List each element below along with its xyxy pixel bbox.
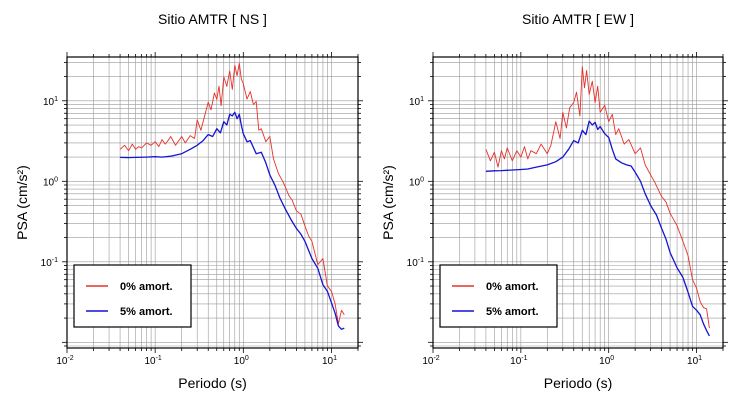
y-tick-exp: 0 (420, 176, 424, 183)
y-tick-exp: 1 (420, 96, 424, 103)
x-tick-label: 10-1 (144, 355, 161, 367)
y-tick-label: 101 (409, 96, 424, 108)
y-tick-base: 10 (41, 258, 53, 269)
y-tick-label: 10-1 (407, 257, 424, 269)
legend-box (73, 264, 192, 328)
series-line-red (485, 66, 710, 329)
x-tick-label: 10-2 (422, 355, 439, 367)
x-axis-label: Periodo (s) (178, 375, 246, 391)
x-tick-base: 10 (510, 356, 522, 367)
x-tick-exp: 0 (610, 355, 614, 362)
y-tick-label: 101 (43, 96, 58, 108)
y-tick-exp: -1 (418, 257, 424, 264)
axis-ticks (62, 52, 363, 353)
x-tick-label: 101 (322, 355, 337, 367)
y-tick-label: 100 (43, 176, 58, 188)
legend-box (439, 264, 558, 328)
legend-label: 5% amort. (486, 306, 539, 318)
axis-ticks (428, 52, 728, 353)
y-tick-base: 10 (409, 97, 421, 108)
x-tick-exp: -1 (156, 355, 162, 362)
y-tick-exp: 0 (54, 176, 58, 183)
x-tick-base: 10 (234, 356, 246, 367)
y-tick-base: 10 (43, 177, 55, 188)
x-tick-exp: 1 (698, 355, 702, 362)
legend-label: 0% amort. (120, 281, 173, 293)
plot-frame (66, 56, 359, 349)
x-tick-base: 10 (144, 356, 156, 367)
x-tick-exp: -2 (433, 355, 439, 362)
y-tick-label: 10-1 (41, 257, 58, 269)
y-tick-exp: -1 (52, 257, 58, 264)
x-tick-base: 10 (422, 356, 434, 367)
y-tick-base: 10 (43, 97, 55, 108)
plot-frame (432, 56, 724, 349)
x-tick-base: 10 (687, 356, 699, 367)
legend-label: 0% amort. (486, 281, 539, 293)
x-tick-exp: 1 (333, 355, 337, 362)
legend-label: 5% amort. (120, 306, 173, 318)
x-tick-base: 10 (599, 356, 611, 367)
legend: 0% amort. 5% amort. (73, 264, 192, 328)
y-axis-label: PSA (cm/s²) (380, 165, 396, 240)
x-tick-exp: -2 (67, 355, 73, 362)
y-tick-label: 100 (409, 176, 424, 188)
series-line-blue (120, 111, 345, 330)
x-axis-label: Periodo (s) (544, 375, 612, 391)
y-tick-base: 10 (407, 258, 419, 269)
chart-title: Sitio AMTR [ NS ] (158, 11, 267, 27)
x-tick-label: 10-1 (510, 355, 527, 367)
legend: 0% amort. 5% amort. (439, 264, 558, 328)
x-tick-exp: -1 (521, 355, 527, 362)
x-tick-exp: 0 (245, 355, 249, 362)
x-tick-label: 100 (234, 355, 249, 367)
x-tick-label: 10-2 (56, 355, 73, 367)
y-axis-label: PSA (cm/s²) (14, 165, 30, 240)
x-tick-label: 101 (687, 355, 702, 367)
x-tick-base: 10 (56, 356, 68, 367)
x-tick-label: 100 (599, 355, 614, 367)
series-line-blue (485, 120, 710, 337)
y-tick-base: 10 (409, 177, 421, 188)
chart-title: Sitio AMTR [ EW ] (522, 11, 634, 27)
y-tick-exp: 1 (54, 96, 58, 103)
x-tick-base: 10 (322, 356, 334, 367)
series-line-red (119, 62, 345, 325)
